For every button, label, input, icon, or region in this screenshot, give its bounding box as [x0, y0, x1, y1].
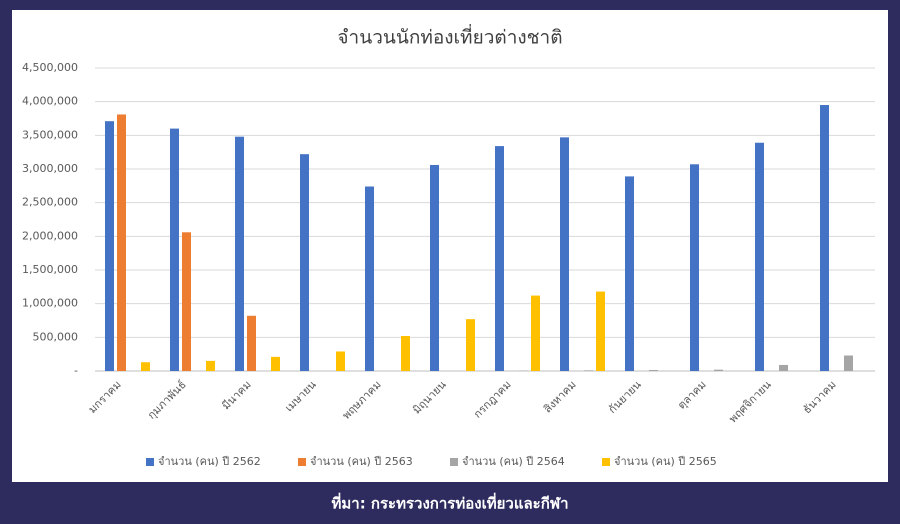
bar — [365, 186, 374, 371]
bar — [235, 136, 244, 371]
legend-swatch — [450, 458, 458, 466]
y-tick-label: 1,500,000 — [22, 263, 78, 276]
legend-swatch — [146, 458, 154, 466]
bar — [105, 121, 114, 372]
bar — [182, 232, 191, 371]
bar — [755, 142, 764, 371]
legend-swatch — [298, 458, 306, 466]
y-tick-label: 500,000 — [33, 330, 79, 343]
bar — [560, 137, 569, 371]
bar — [401, 335, 410, 371]
y-tick-label: 1,000,000 — [22, 297, 78, 310]
legend-label: จำนวน (คน) ปี 2562 — [158, 455, 261, 468]
bar — [820, 105, 829, 372]
bar — [170, 128, 179, 371]
bar — [779, 364, 788, 371]
bar — [596, 291, 605, 371]
bar — [531, 295, 540, 371]
bar — [206, 360, 215, 371]
bar — [495, 146, 504, 371]
y-tick-label: 3,000,000 — [22, 162, 78, 175]
source-note: ที่มา: กระทรวงการท่องเที่ยวและกีฬา — [332, 493, 569, 513]
y-tick-label: 4,000,000 — [22, 95, 78, 108]
bar — [271, 356, 280, 371]
y-tick-label: - — [74, 364, 78, 377]
bar — [844, 355, 853, 371]
chart-title: จำนวนนักท่องเที่ยวต่างชาติ — [337, 24, 562, 49]
bar — [141, 362, 150, 371]
bar — [117, 114, 126, 372]
chart-panel — [12, 10, 888, 482]
bar — [690, 164, 699, 371]
bar — [584, 370, 593, 371]
bar — [466, 319, 475, 371]
legend-label: จำนวน (คน) ปี 2564 — [462, 455, 565, 468]
legend-label: จำนวน (คน) ปี 2563 — [310, 455, 413, 468]
legend-swatch — [602, 458, 610, 466]
bar — [336, 351, 345, 371]
bar — [649, 369, 658, 371]
y-tick-label: 3,500,000 — [22, 128, 78, 141]
bar — [714, 369, 723, 371]
legend-label: จำนวน (คน) ปี 2565 — [614, 455, 717, 468]
y-tick-label: 2,000,000 — [22, 229, 78, 242]
y-tick-label: 4,500,000 — [22, 61, 78, 74]
bar — [625, 176, 634, 371]
bar — [300, 154, 309, 371]
bar — [247, 315, 256, 371]
bar — [430, 164, 439, 371]
y-tick-label: 2,500,000 — [22, 196, 78, 209]
